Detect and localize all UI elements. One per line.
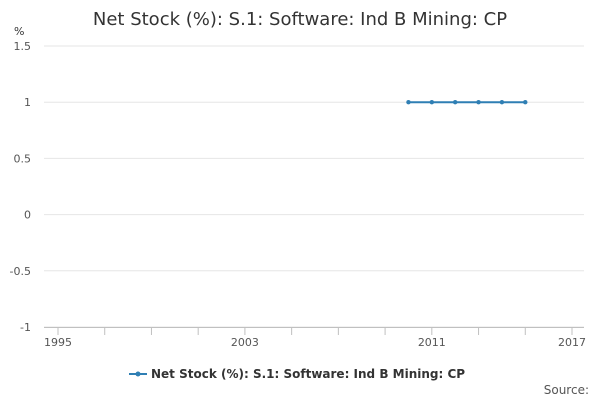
legend-swatch-marker <box>135 371 141 377</box>
y-tick-label: -0.5 <box>10 265 31 278</box>
y-tick-label: 1 <box>24 96 31 109</box>
legend[interactable]: Net Stock (%): S.1: Software: Ind B Mini… <box>129 367 465 381</box>
data-point <box>406 100 411 105</box>
data-point <box>476 100 481 105</box>
x-tick-label: 2017 <box>558 336 586 349</box>
y-tick-label: 0 <box>24 209 31 222</box>
legend-label: Net Stock (%): S.1: Software: Ind B Mini… <box>151 367 465 381</box>
source-label: Source: <box>544 383 589 397</box>
x-tick-label: 2011 <box>418 336 446 349</box>
data-point <box>499 100 505 105</box>
y-axis-unit: % <box>14 25 24 38</box>
y-tick-label: 1.5 <box>14 40 32 53</box>
data-point <box>429 100 435 105</box>
x-tick-label: 2003 <box>231 336 259 349</box>
grid-lines <box>44 45 584 328</box>
y-tick-label: 0.5 <box>14 152 32 165</box>
data-point <box>523 100 528 105</box>
series-plot <box>406 100 528 105</box>
data-point <box>452 100 458 105</box>
chart-title: Net Stock (%): S.1: Software: Ind B Mini… <box>93 9 507 30</box>
y-axis-ticks: 1.5 1 0.5 0 -0.5 -1 <box>10 40 31 334</box>
y-tick-label: -1 <box>20 321 31 334</box>
x-tick-label: 1995 <box>44 336 72 349</box>
x-axis-ticks: 1995 2003 2011 2017 <box>44 327 586 349</box>
